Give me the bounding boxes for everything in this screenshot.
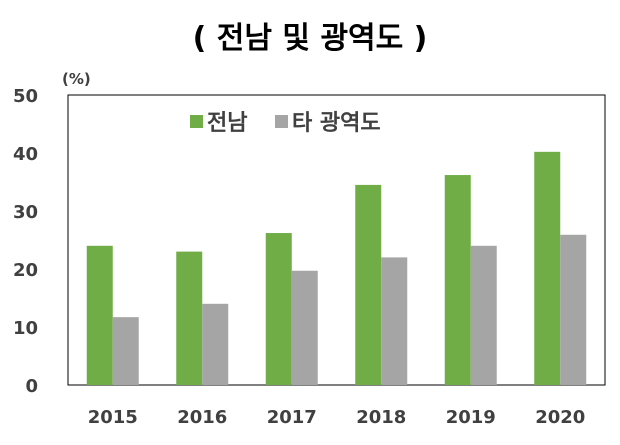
x-tick-label: 2017 [267, 407, 317, 428]
legend-label-other-provinces: 타 광역도 [292, 111, 381, 136]
bar-jeonnam-2020 [534, 151, 561, 385]
x-axis: 2015 2016 2017 2018 2019 2020 [88, 407, 586, 428]
chart-title: ( 전남 및 광역도 ) [193, 21, 428, 56]
x-tick-label: 2019 [446, 407, 496, 428]
unit-label: (%) [62, 70, 91, 88]
x-tick-label: 2020 [535, 407, 585, 428]
legend-swatch-other-provinces [275, 115, 288, 128]
y-tick-label: 30 [13, 202, 38, 223]
y-tick-label: 40 [13, 144, 38, 165]
bar-other-provinces-2016 [202, 303, 229, 385]
y-tick-label: 10 [13, 318, 38, 339]
y-axis: 0 10 20 30 40 50 [13, 86, 38, 397]
y-tick-label: 20 [13, 260, 38, 281]
legend-label-jeonnam: 전남 [207, 111, 247, 136]
bar-other-provinces-2018 [381, 257, 408, 385]
x-tick-label: 2016 [177, 407, 227, 428]
bar-series [86, 151, 587, 385]
bar-other-provinces-2017 [291, 270, 318, 385]
bar-other-provinces-2020 [560, 234, 587, 385]
legend-swatch-jeonnam [190, 115, 203, 128]
y-tick-label: 0 [25, 376, 38, 397]
bar-jeonnam-2015 [86, 245, 113, 385]
bar-other-provinces-2015 [112, 317, 139, 385]
bar-jeonnam-2016 [176, 251, 203, 385]
plot-area [67, 94, 606, 386]
bar-jeonnam-2017 [265, 233, 292, 385]
legend: 전남 타 광역도 [190, 111, 381, 136]
bar-other-provinces-2019 [470, 245, 497, 385]
x-tick-label: 2018 [356, 407, 406, 428]
bar-jeonnam-2019 [444, 175, 471, 385]
y-tick-label: 50 [13, 86, 38, 107]
x-tick-label: 2015 [88, 407, 138, 428]
bar-jeonnam-2018 [355, 184, 382, 385]
